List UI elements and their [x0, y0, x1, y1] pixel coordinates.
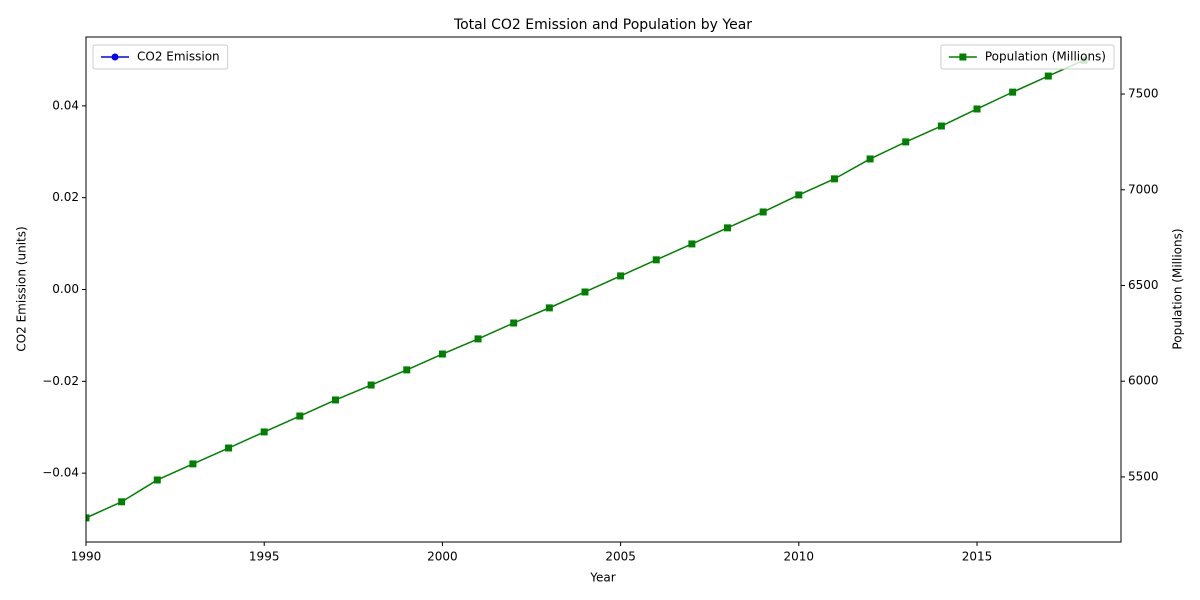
marker [545, 304, 553, 312]
marker [688, 240, 696, 248]
marker [510, 319, 518, 327]
y-tick-label: 0.02 [52, 190, 79, 204]
chart-title: Total CO2 Emission and Population by Yea… [453, 17, 752, 33]
x-tick-label: 1990 [71, 550, 102, 564]
y2-tick-label: 6500 [1128, 278, 1159, 292]
marker [331, 396, 339, 404]
y-tick-label: −0.02 [42, 374, 79, 388]
marker [367, 381, 375, 389]
x-tick-label: 2015 [962, 550, 993, 564]
marker [830, 175, 838, 183]
marker [438, 350, 446, 358]
legend-box [940, 44, 1115, 70]
y2-tick-label: 5500 [1128, 469, 1159, 483]
y2-axis-label: Population (Millions) [1171, 228, 1185, 349]
x-tick-label: 1995 [249, 550, 280, 564]
marker [296, 412, 304, 420]
marker [652, 256, 660, 264]
y2-tick-label: 7500 [1128, 87, 1159, 101]
marker [795, 191, 803, 199]
marker [111, 53, 119, 61]
marker [902, 138, 910, 146]
y2-tick-label: 6000 [1128, 374, 1159, 388]
marker [866, 155, 874, 163]
marker [474, 335, 482, 343]
marker [86, 514, 90, 522]
legend-label: CO2 Emission [137, 50, 220, 64]
x-axis-label: Year [589, 571, 615, 585]
plot-area [86, 56, 1088, 522]
marker [1044, 72, 1052, 80]
y-tick-label: 0.04 [52, 98, 79, 112]
legend-label: Population (Millions) [985, 50, 1106, 64]
marker [225, 444, 233, 452]
marker [1009, 88, 1017, 96]
marker [937, 122, 945, 130]
marker [759, 208, 767, 216]
legend-box [92, 44, 229, 70]
marker [153, 476, 161, 484]
marker [189, 460, 197, 468]
x-tick-label: 2010 [784, 550, 815, 564]
x-tick-label: 2000 [427, 550, 458, 564]
y-tick-label: 0.00 [52, 282, 79, 296]
marker [973, 105, 981, 113]
marker [959, 53, 967, 61]
marker [118, 498, 126, 506]
legend: CO2 Emission [92, 44, 229, 70]
y-axis-label: CO2 Emission (units) [15, 226, 29, 351]
marker [260, 428, 268, 436]
y-tick-label: −0.04 [42, 466, 79, 480]
marker [581, 288, 589, 296]
x-tick-label: 2005 [605, 550, 636, 564]
marker [617, 272, 625, 280]
marker [403, 366, 411, 374]
marker [724, 224, 732, 232]
plot-frame [85, 36, 1122, 543]
y2-tick-label: 7000 [1128, 182, 1159, 196]
legend: Population (Millions) [940, 44, 1115, 70]
